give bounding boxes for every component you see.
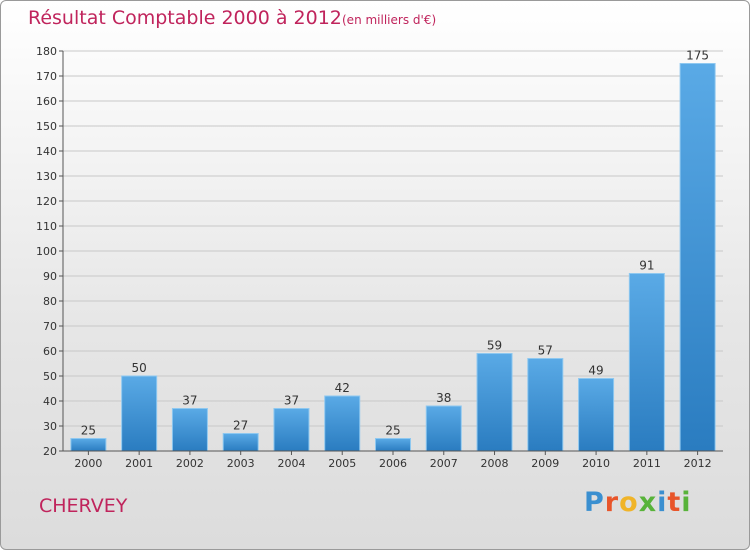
y-tick-label: 30 <box>43 420 57 433</box>
bar-2000 <box>70 438 107 452</box>
x-tick-label: 2006 <box>379 457 407 470</box>
bar-2003 <box>222 433 259 452</box>
x-tick-label: 2004 <box>277 457 305 470</box>
x-tick-label: 2005 <box>328 457 356 470</box>
value-label: 37 <box>284 394 299 408</box>
x-tick-label: 2009 <box>531 457 559 470</box>
chart-subtitle: (en milliers d'€) <box>342 13 437 27</box>
y-tick-label: 70 <box>43 320 57 333</box>
bar-2005 <box>324 395 361 452</box>
y-tick-label: 140 <box>36 145 57 158</box>
value-label: 57 <box>538 344 553 358</box>
x-tick-label: 2003 <box>227 457 255 470</box>
value-label: 49 <box>588 364 603 378</box>
value-label: 25 <box>81 424 96 438</box>
y-tick-label: 110 <box>36 220 57 233</box>
x-tick-label: 2007 <box>430 457 458 470</box>
proxiti-logo: Proxiti <box>584 487 692 518</box>
y-tick-label: 40 <box>43 395 57 408</box>
y-tick-label: 180 <box>36 45 57 58</box>
value-label: 42 <box>335 381 350 395</box>
bar-2007 <box>425 405 462 452</box>
y-tick-label: 170 <box>36 70 57 83</box>
x-tick-label: 2002 <box>176 457 204 470</box>
chart-title: Résultat Comptable 2000 à 2012 <box>28 7 342 29</box>
commune-name: CHERVEY <box>39 495 128 517</box>
x-tick-label: 2000 <box>74 457 102 470</box>
y-tick-label: 60 <box>43 345 57 358</box>
value-label: 59 <box>487 339 502 353</box>
value-label: 91 <box>639 259 654 273</box>
y-tick-label: 20 <box>43 445 57 458</box>
bar-2008 <box>476 353 513 452</box>
y-tick-label: 150 <box>36 120 57 133</box>
value-label: 38 <box>436 391 451 405</box>
y-tick-label: 100 <box>36 245 57 258</box>
x-tick-label: 2001 <box>125 457 153 470</box>
bar-2010 <box>578 378 615 452</box>
y-tick-label: 90 <box>43 270 57 283</box>
bar-2009 <box>527 358 564 452</box>
value-label: 25 <box>385 424 400 438</box>
x-tick-label: 2012 <box>684 457 712 470</box>
y-tick-label: 120 <box>36 195 57 208</box>
y-tick-label: 160 <box>36 95 57 108</box>
value-label: 50 <box>132 361 147 375</box>
x-tick-label: 2010 <box>582 457 610 470</box>
value-label: 175 <box>686 49 709 63</box>
value-label: 37 <box>182 394 197 408</box>
bar-2011 <box>628 273 665 452</box>
y-tick-label: 50 <box>43 370 57 383</box>
y-tick-label: 130 <box>36 170 57 183</box>
bar-2004 <box>273 408 310 452</box>
x-tick-label: 2011 <box>633 457 661 470</box>
value-label: 27 <box>233 419 248 433</box>
y-tick-label: 80 <box>43 295 57 308</box>
bar-2006 <box>375 438 411 452</box>
bar-2012 <box>679 63 716 452</box>
bar-2002 <box>171 408 208 452</box>
x-tick-label: 2008 <box>481 457 509 470</box>
bar-2001 <box>121 375 158 452</box>
